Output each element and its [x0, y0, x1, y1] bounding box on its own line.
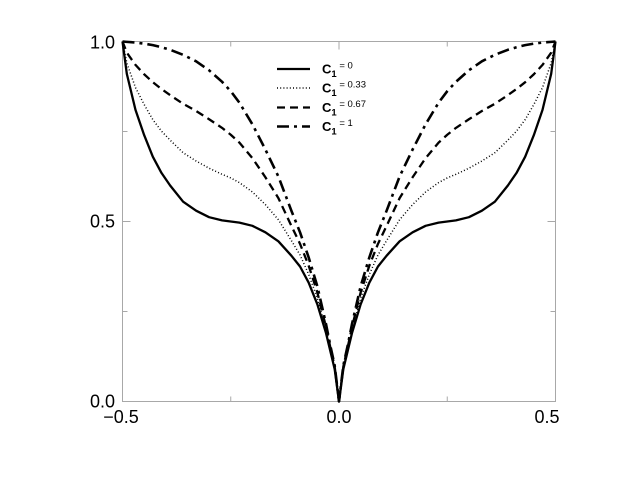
curve-dashdot-c1-1 — [122, 40, 556, 403]
plot-frame — [122, 41, 556, 402]
legend-item: C1 = 0.33 — [277, 80, 366, 100]
legend-item: C1 = 1 — [277, 118, 353, 138]
curves-layer — [121, 40, 557, 403]
legend-label: C1 = 0.67 — [322, 99, 366, 119]
x-tick-label--0.5: −0.5 — [103, 407, 139, 427]
x-axis-labels: −0.5 0.0 0.5 — [103, 407, 559, 427]
legend-label: C1 = 0 — [322, 61, 353, 81]
legend-label: C1 = 0.33 — [322, 80, 366, 100]
y-tick-label-1.0: 1.0 — [90, 33, 115, 53]
axis-ticks — [122, 41, 556, 402]
x-tick-label-0.5: 0.5 — [534, 407, 559, 427]
legend-label: C1 = 1 — [322, 118, 353, 138]
curve-dashed-c1-0.67 — [121, 41, 557, 403]
y-tick-label-0.5: 0.5 — [90, 212, 115, 232]
x-tick-label-0.0: 0.0 — [326, 407, 351, 427]
y-axis-labels: 0.0 0.5 1.0 — [90, 33, 115, 412]
y-tick-label-0.0: 0.0 — [90, 392, 115, 412]
curve-dotted-c1-0.33 — [121, 41, 557, 403]
legend-item: C1 = 0.67 — [277, 99, 366, 119]
curve-solid-c1-0 — [121, 41, 557, 403]
legend-item: C1 = 0 — [277, 61, 353, 81]
